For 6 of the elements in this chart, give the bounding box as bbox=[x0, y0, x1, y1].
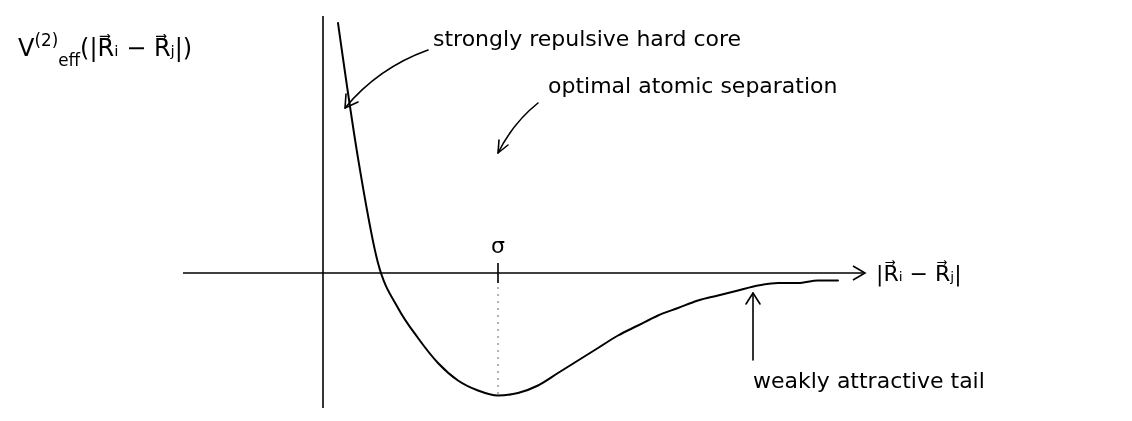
annotation: strongly repulsive hard core bbox=[433, 26, 742, 51]
annotation: weakly attractive tail bbox=[753, 368, 985, 393]
annotation: optimal atomic separation bbox=[548, 73, 838, 98]
annotation: σ bbox=[491, 233, 506, 258]
x-axis-title: |R⃗ᵢ − R⃗ⱼ| bbox=[876, 259, 962, 287]
text: V$^{(2)}$$_{eff}$(|R⃗ᵢ − R⃗ⱼ|) bbox=[18, 30, 193, 70]
